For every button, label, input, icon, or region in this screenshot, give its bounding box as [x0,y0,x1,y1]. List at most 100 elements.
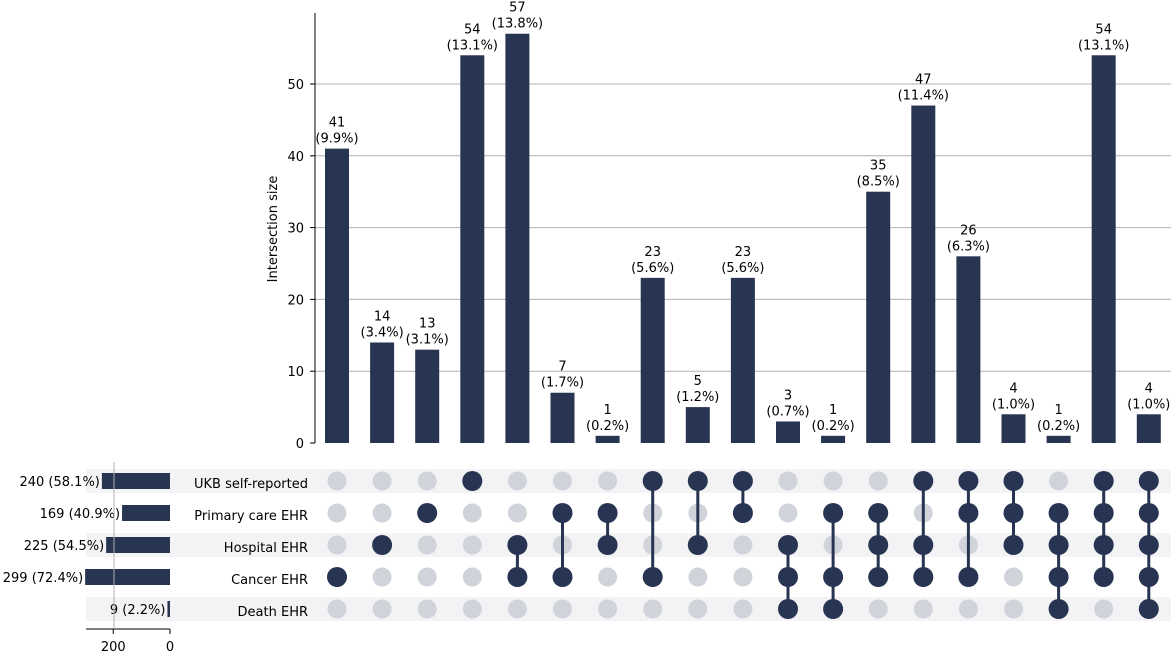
matrix-dot-active [958,503,979,523]
matrix-dot-inactive [462,599,482,619]
intersection-bar [1091,55,1116,443]
bar-percent-label: (0.2%) [812,419,855,434]
bar-count-label: 54 [464,22,481,37]
matrix-row-stripe [86,469,1171,493]
matrix-dot-inactive [598,471,618,491]
bar-count-label: 14 [374,309,391,324]
matrix-dot-active [1138,471,1159,491]
bar-percent-label: (8.5%) [857,175,900,190]
matrix-dot-inactive [327,471,347,491]
matrix-dot-active [958,471,979,491]
bar-percent-label: (5.6%) [631,261,674,276]
matrix-dot-inactive [372,599,392,619]
matrix-row-stripe [86,533,1171,557]
matrix-dot-inactive [1094,599,1114,619]
bar-count-label: 23 [735,245,752,260]
intersection-bars [325,33,1161,444]
intersection-bar [911,105,936,443]
matrix-dot-active [868,503,889,523]
bar-percent-label: (9.9%) [315,132,358,147]
y-tick-label: 10 [287,365,304,380]
membership-matrix [327,471,1159,619]
intersection-bar [866,191,891,443]
bar-percent-label: (6.3%) [947,239,990,254]
matrix-dot-inactive [913,599,933,619]
matrix-dot-active [823,599,844,619]
matrix-dot-active [1048,567,1069,587]
set-size-bar [106,537,170,553]
matrix-dot-inactive [327,535,347,555]
intersection-bar [550,392,575,443]
matrix-dot-active [778,599,798,619]
bar-count-label: 1 [1054,403,1062,418]
y-tick-label: 0 [296,437,304,452]
matrix-dot-active [913,535,934,555]
bar-percent-label: (13.1%) [447,38,498,53]
matrix-dot-active [823,567,844,587]
intersection-bar [1136,414,1161,443]
bar-percent-label: (13.8%) [492,17,543,32]
matrix-dot-inactive [462,535,482,555]
y-tick-label: 20 [287,293,304,308]
set-name-label: UKB self-reported [194,477,308,492]
matrix-row-stripe [86,597,1171,621]
matrix-dot-active [507,535,528,555]
matrix-dot-inactive [688,599,708,619]
bar-count-label: 41 [329,116,346,131]
set-size-label: 240 (58.1%) [19,475,99,490]
matrix-dot-active [1138,503,1159,523]
matrix-dot-inactive [417,471,437,491]
bar-percent-label: (3.4%) [361,325,404,340]
matrix-dot-inactive [778,471,798,491]
matrix-dot-active [1048,599,1069,619]
bar-count-label: 57 [509,1,526,16]
set-name-labels: UKB self-reported Primary care EHR Hospita… [194,477,308,620]
matrix-dot-active [642,567,663,587]
matrix-dot-inactive [778,503,798,523]
matrix-dot-active [1138,535,1159,555]
y-axis: 0 10 20 30 40 50 [287,13,316,452]
matrix-dot-active [507,567,528,587]
matrix-dot-inactive [733,535,753,555]
set-size-label: 299 (72.4%) [3,571,83,586]
set-size-label: 225 (54.5%) [24,539,104,554]
intersection-bar [730,277,755,443]
matrix-dot-inactive [327,503,347,523]
bar-count-label: 26 [960,223,977,238]
bar-percent-label: (1.0%) [992,397,1035,412]
matrix-dot-active [372,535,393,555]
set-name-label: Death EHR [238,605,308,620]
y-gridlines [315,83,1171,372]
matrix-dot-active [1138,567,1159,587]
matrix-dot-inactive [372,471,392,491]
bar-percent-label: (0.2%) [1037,419,1080,434]
matrix-dot-inactive [598,599,618,619]
set-size-bar [167,601,170,617]
matrix-dot-inactive [688,567,708,587]
bar-percent-label: (0.7%) [766,404,809,419]
matrix-dot-active [958,567,979,587]
matrix-dot-active [1138,599,1159,619]
matrix-dot-inactive [462,567,482,587]
bar-count-label: 1 [829,403,837,418]
matrix-dot-active [417,503,438,523]
matrix-dot-inactive [417,567,437,587]
matrix-dot-inactive [958,599,978,619]
matrix-dot-active [687,535,708,555]
set-name-label: Primary care EHR [194,509,308,524]
set-size-bar [101,473,170,489]
matrix-dot-active [868,567,889,587]
bar-percent-label: (3.1%) [406,333,449,348]
matrix-dot-inactive [372,567,392,587]
bar-percent-label: (5.6%) [721,261,764,276]
matrix-dot-active [1048,503,1069,523]
bar-count-label: 4 [1145,381,1153,396]
matrix-dot-active [1093,471,1114,491]
bar-count-label: 7 [558,360,566,375]
matrix-dot-active [462,471,483,491]
matrix-dot-active [778,535,798,555]
matrix-dot-active [1003,471,1024,491]
matrix-dot-active [823,503,844,523]
matrix-dot-active [778,567,798,587]
